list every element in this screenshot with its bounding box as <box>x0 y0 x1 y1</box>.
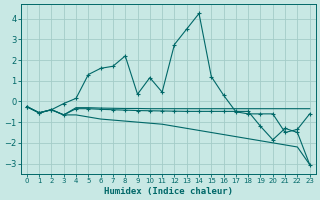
X-axis label: Humidex (Indice chaleur): Humidex (Indice chaleur) <box>104 187 233 196</box>
